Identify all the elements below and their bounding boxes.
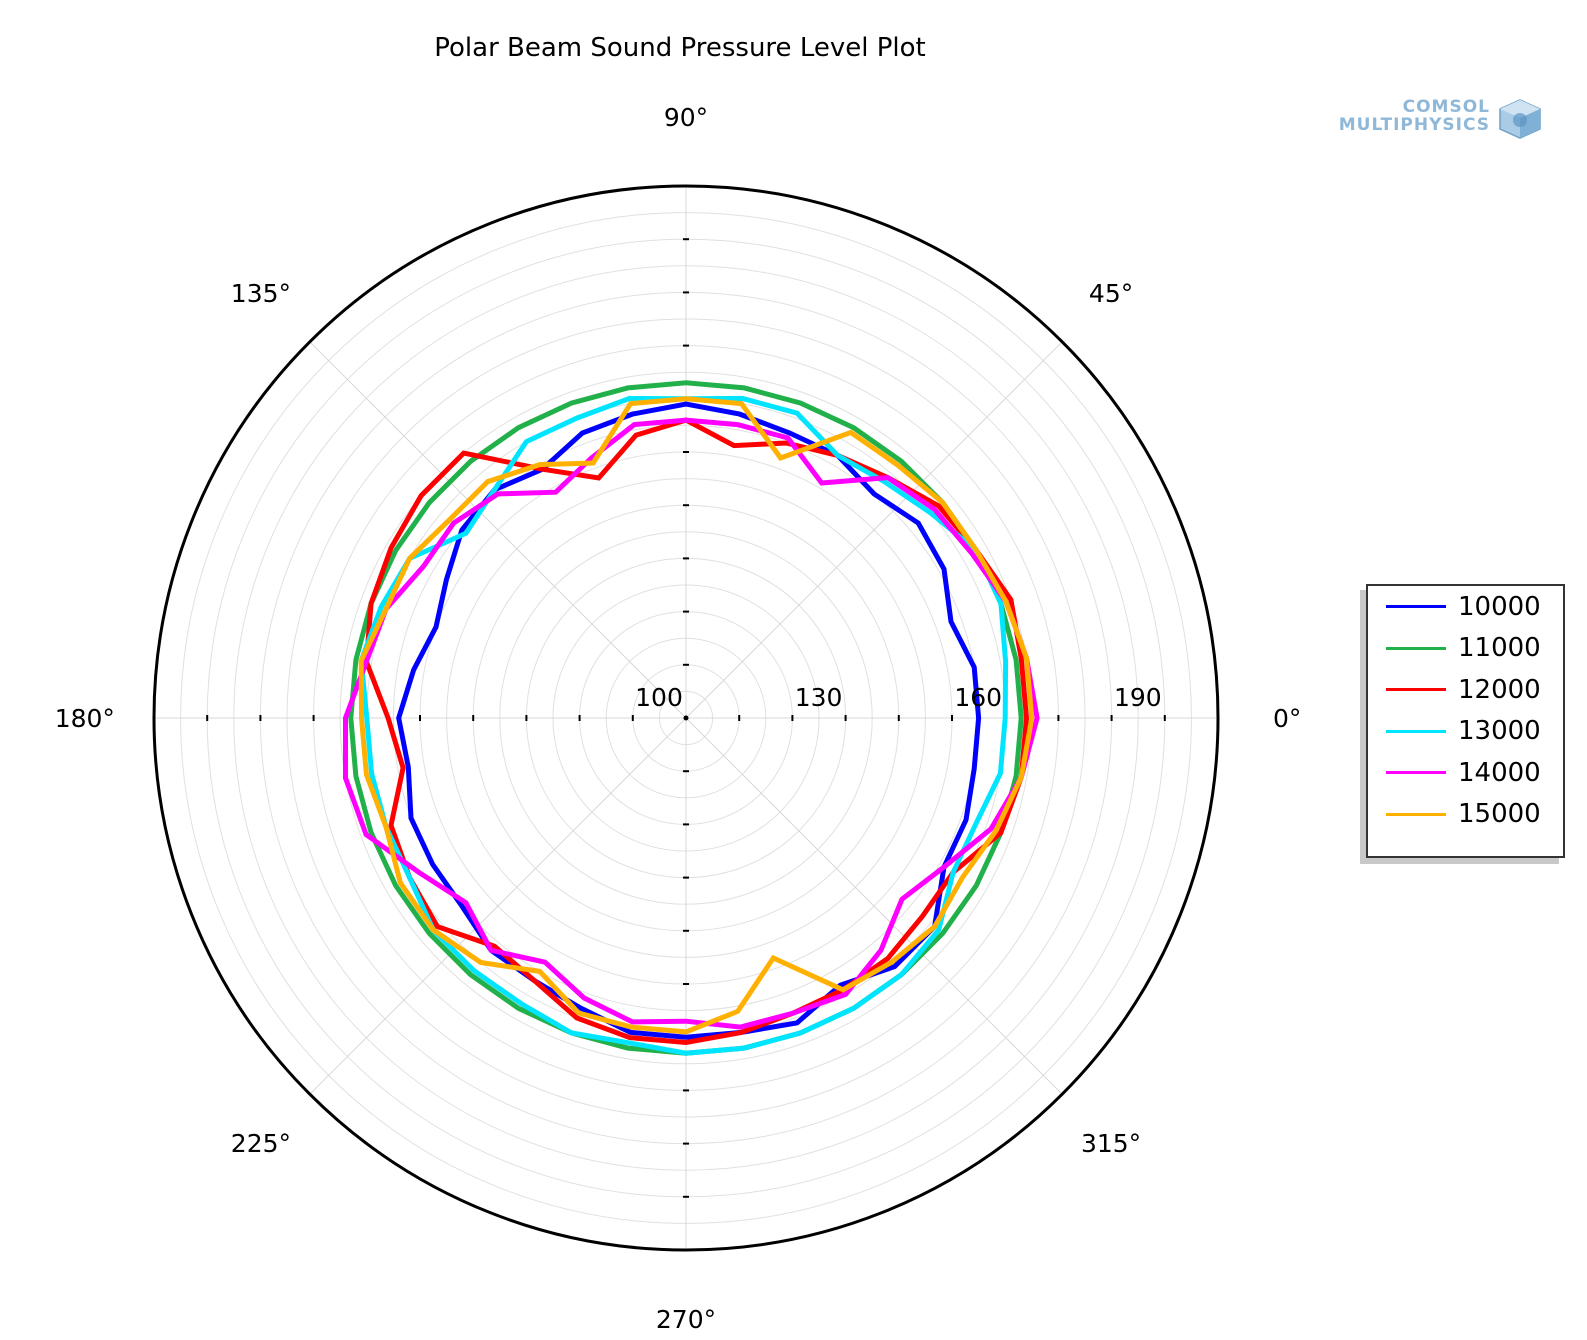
angle-tick-label: 315°	[1081, 1129, 1141, 1158]
radial-tick-label: 100	[635, 683, 683, 712]
logo-text-line1: COMSOL	[1402, 97, 1490, 117]
angle-tick-label: 135°	[231, 279, 291, 308]
comsol-logo: COMSOL MULTIPHYSICS	[1290, 96, 1550, 144]
series-line-15000	[358, 396, 1035, 1035]
polar-grid	[152, 184, 1220, 1252]
legend-item: 13000	[1368, 711, 1563, 753]
chart-title: Polar Beam Sound Pressure Level Plot	[434, 33, 925, 63]
legend-item: 15000	[1368, 794, 1563, 836]
angle-tick-label: 90°	[664, 103, 708, 132]
angle-tick-label: 180°	[55, 704, 115, 733]
legend-label: 10000	[1458, 591, 1541, 622]
logo-text-line2: MULTIPHYSICS	[1338, 115, 1490, 135]
legend-swatch	[1386, 729, 1446, 733]
legend-label: 11000	[1458, 633, 1541, 664]
legend-item: 14000	[1368, 752, 1563, 794]
series-group	[343, 380, 1040, 1056]
radial-tick-label: 190	[1114, 683, 1162, 712]
angle-tick-label: 45°	[1089, 279, 1133, 308]
origin-dot	[683, 715, 689, 721]
legend-label: 12000	[1458, 674, 1541, 705]
radial-tick-label: 160	[954, 683, 1002, 712]
angular-gridline	[685, 341, 1063, 719]
legend-swatch	[1386, 812, 1446, 816]
legend-swatch	[1386, 771, 1446, 775]
legend-item: 11000	[1368, 628, 1563, 670]
angle-tick-label: 270°	[656, 1305, 716, 1334]
legend-item: 10000	[1368, 586, 1563, 628]
legend: 10000 11000 12000 13000 14000 15000	[1366, 584, 1565, 858]
series-line-14000	[343, 417, 1040, 1030]
legend-swatch	[1386, 605, 1446, 609]
comsol-cube-icon	[1499, 99, 1541, 139]
legend-label: 14000	[1458, 757, 1541, 788]
legend-label: 13000	[1458, 716, 1541, 747]
angle-tick-label: 0°	[1273, 704, 1301, 733]
angular-gridline	[309, 717, 687, 1095]
legend-label: 15000	[1458, 799, 1541, 830]
legend-swatch	[1386, 688, 1446, 692]
angular-gridline	[309, 341, 687, 719]
legend-swatch	[1386, 646, 1446, 650]
angle-tick-label: 225°	[231, 1129, 291, 1158]
series-line-13000	[358, 395, 1009, 1056]
radial-tick-label: 130	[795, 683, 843, 712]
tick-labels: 0° 45° 90° 135° 180° 225° 270° 315° 100 130 160 190	[55, 103, 1302, 1334]
legend-item: 12000	[1368, 669, 1563, 711]
angular-gridline	[685, 717, 1063, 1095]
outer-boundary	[152, 184, 1220, 1252]
